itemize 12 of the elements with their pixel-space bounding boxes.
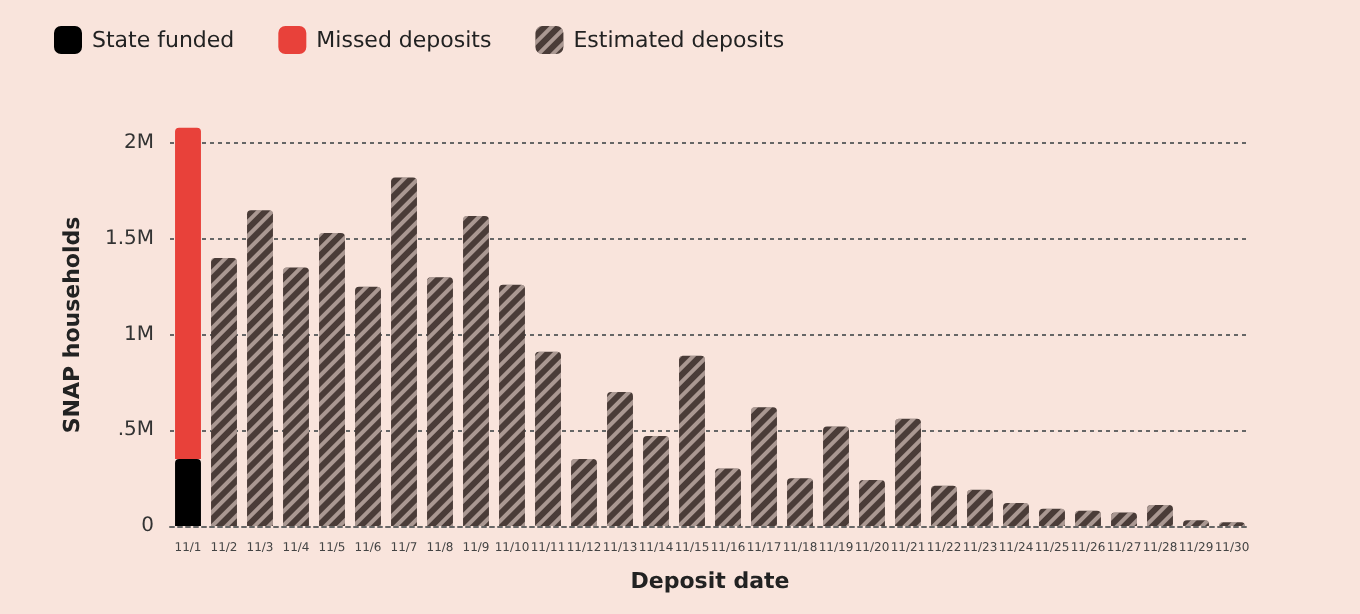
y-tick-label: 2M: [124, 132, 154, 155]
bar: [175, 127, 201, 459]
legend-label: State funded: [92, 27, 235, 53]
bar: [175, 459, 201, 526]
y-tick-label: 0: [141, 515, 154, 537]
legend-label: Estimated deposits: [573, 27, 785, 53]
x-axis-title: Deposit date: [630, 568, 790, 594]
y-tick-label: 1.5M: [104, 227, 154, 250]
y-axis-title: SNAP households: [59, 215, 86, 434]
y-tick-label: 1M: [124, 323, 154, 346]
legend-label: Missed deposits: [316, 27, 492, 53]
y-tick-label: .5M: [117, 419, 154, 442]
